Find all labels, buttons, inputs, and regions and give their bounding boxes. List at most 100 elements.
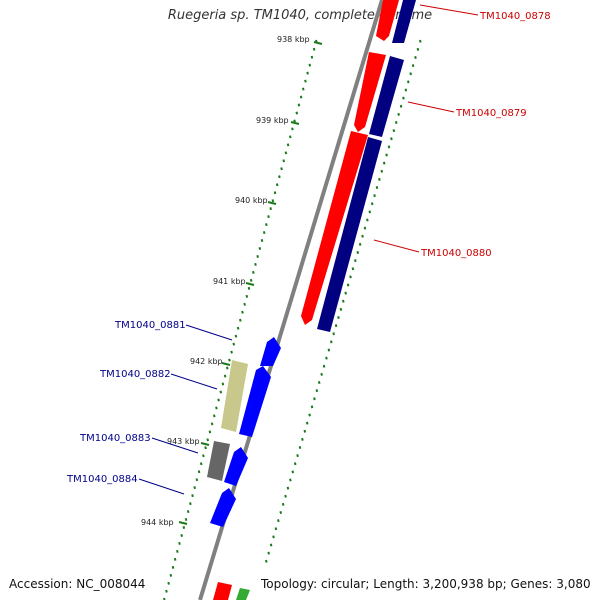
label-tm1040-0884[interactable]: TM1040_0884 (66, 474, 138, 485)
tick-mark (308, 63, 312, 67)
tick-mark (394, 121, 398, 124)
tick-mark (195, 478, 199, 482)
tick-mark (167, 581, 170, 585)
tick-mark (256, 254, 259, 258)
tick-mark (247, 286, 251, 290)
tick-mark (286, 486, 290, 490)
tick-mark (295, 111, 299, 115)
tick-mark (252, 270, 255, 274)
tick-mark (293, 462, 297, 466)
tick-mark (361, 234, 364, 238)
gene-tm1040-0879[interactable] (354, 52, 386, 132)
gene-tm1040-0882-khaki[interactable] (221, 360, 248, 432)
kbp-labels: 938 kbp 939 kbp 940 kbp 941 kbp 942 kbp … (141, 35, 323, 527)
label-tm1040-0878[interactable]: TM1040_0878 (479, 11, 551, 22)
gene-tm1040-0884[interactable] (210, 488, 236, 527)
tick-mark (301, 87, 305, 91)
gene-tm1040-0882[interactable] (239, 366, 271, 437)
tick-mark (306, 71, 309, 75)
tick-mark (397, 112, 400, 116)
tick-mark (409, 72, 412, 76)
tick-mark (275, 183, 279, 187)
label-tm1040-0882[interactable]: TM1040_0882 (99, 369, 171, 380)
tick-mark (320, 372, 323, 376)
tick-track-inner (163, 39, 318, 600)
tick-mark (217, 398, 220, 402)
tick-mark (180, 533, 183, 537)
label-tm1040-0880[interactable]: TM1040_0880 (420, 248, 492, 259)
gene-tm1040-0883-blue[interactable] (224, 447, 248, 486)
tick-mark (284, 494, 287, 498)
tick-mark (288, 135, 292, 139)
tick-mark (356, 251, 360, 254)
tick-mark (234, 334, 238, 338)
tick-mark (385, 153, 388, 157)
tick-mark (197, 470, 201, 474)
tick-mark (301, 437, 304, 441)
tick-mark (186, 510, 190, 514)
tick-mark (297, 103, 301, 107)
tick-mark (204, 446, 207, 450)
tick-mark (206, 438, 210, 442)
map-title: Ruegeria sp. TM1040, complete genome (167, 8, 433, 23)
tick-mark (230, 350, 233, 354)
label-tm1040-0879[interactable]: TM1040_0879 (455, 108, 527, 119)
tick-mark (249, 278, 253, 282)
tick-mark (332, 332, 335, 336)
tick-mark (277, 519, 280, 523)
tick-mark (380, 169, 384, 173)
kbp-label-943: 943 kbp (167, 437, 200, 446)
kbp-label-942: 942 kbp (190, 357, 223, 366)
tick-mark (165, 589, 168, 593)
gene-bottom-red[interactable] (213, 582, 232, 600)
tick-mark (378, 177, 381, 181)
tick-mark (191, 494, 194, 498)
tick-mark (334, 324, 338, 328)
gene-tm1040-0883[interactable] (207, 441, 230, 481)
gene-bottom-green[interactable] (236, 588, 250, 600)
tick-track-outer (265, 39, 422, 563)
tick-mark (236, 326, 240, 330)
tick-mark (225, 366, 229, 370)
tick-mark (239, 318, 242, 322)
tick-mark (337, 316, 340, 319)
tick-mark (363, 226, 367, 230)
tick-mark (327, 348, 331, 352)
label-tm1040-0881[interactable]: TM1040_0881 (114, 320, 186, 331)
tick-mark (419, 39, 422, 43)
tick-mark (182, 526, 186, 529)
tick-mark (313, 397, 316, 401)
tick-mark (291, 470, 295, 474)
tick-mark (366, 218, 369, 222)
tick-mark (325, 356, 328, 360)
kbp-label-941: 941 kbp (213, 277, 246, 286)
tick-mark (382, 161, 386, 165)
gene-tm1040-0881[interactable] (260, 337, 281, 366)
gene-tm1040-0878-partner[interactable] (392, 0, 416, 43)
tick-mark (265, 559, 268, 563)
gene-tm1040-0879-partner[interactable] (369, 56, 404, 137)
tick-mark (262, 231, 266, 235)
tick-mark (296, 454, 299, 458)
gene-tm1040-0880-partner[interactable] (317, 137, 382, 332)
gene-tm1040-0880[interactable] (301, 131, 368, 325)
tick-mark (267, 551, 270, 555)
tick-mark (163, 597, 166, 600)
tick-mark (390, 137, 393, 141)
tick-mark (280, 167, 283, 171)
tick-mark (317, 381, 321, 384)
tick-mark (202, 454, 205, 458)
genome-stats-text: Topology: circular; Length: 3,200,938 bp… (261, 577, 591, 591)
leader-lines (138, 4, 479, 495)
tick-mark (279, 511, 283, 514)
tick-mark (344, 291, 347, 295)
tick-mark (269, 207, 272, 211)
tick-mark (169, 573, 173, 577)
tick-mark (308, 413, 311, 417)
label-tm1040-0883[interactable]: TM1040_0883 (79, 433, 151, 444)
tick-mark (304, 79, 307, 83)
tick-mark (404, 88, 408, 92)
gene-tm1040-0878[interactable] (376, 0, 399, 41)
tick-mark (219, 390, 223, 394)
tick-mark (342, 299, 345, 303)
